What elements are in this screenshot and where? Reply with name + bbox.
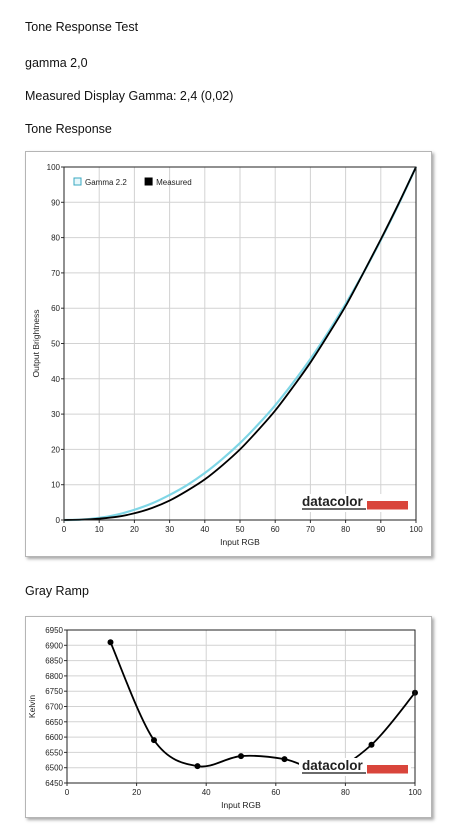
x-tick-label: 80 — [341, 788, 350, 797]
y-tick-label: 20 — [51, 445, 60, 454]
x-tick-label: 30 — [165, 525, 174, 534]
tone-response-svg: 0 10 20 30 40 50 60 70 80 90 100 0 10 20 30 40 50 60 70 80 9… — [31, 163, 423, 547]
y-tick-label: 6500 — [45, 764, 63, 773]
x-tick-label: 100 — [408, 788, 422, 797]
gray-ramp-chart: 0 20 40 60 80 100 6450 6500 6550 6600 6650 6700 6750… — [25, 616, 432, 818]
data-point — [107, 639, 114, 646]
x-tick-label: 20 — [130, 525, 139, 534]
x-tick-label: 0 — [62, 525, 67, 534]
x-tick-label: 100 — [409, 525, 423, 534]
x-tick-label: 40 — [200, 525, 209, 534]
y-tick-label: 6550 — [45, 748, 63, 757]
legend-swatch-1 — [73, 177, 82, 186]
gray-ramp-svg: 0 20 40 60 80 100 6450 6500 6550 6600 6650 6700 6750… — [27, 626, 422, 810]
y-tick-label: 70 — [51, 269, 60, 278]
plot-area-border — [66, 629, 416, 784]
data-point — [238, 753, 244, 760]
x-tick-label: 40 — [202, 788, 211, 797]
x-axis-label: Input RGB — [221, 800, 261, 810]
legend-label-2: Measured — [156, 178, 192, 187]
y-tick-label: 6800 — [45, 672, 63, 681]
gray-ramp-heading: Gray Ramp — [25, 584, 89, 598]
x-tick-label: 60 — [271, 788, 280, 797]
y-tick-label: 30 — [51, 410, 60, 419]
y-tick-label: 100 — [47, 163, 61, 172]
series-line-2 — [63, 166, 417, 521]
data-point — [281, 756, 288, 763]
y-tick-label: 60 — [51, 304, 60, 313]
x-tick-label: 50 — [236, 525, 245, 534]
y-tick-label: 10 — [51, 481, 60, 490]
y-tick-label: 0 — [56, 516, 61, 525]
x-axis-label: Input RGB — [220, 537, 260, 547]
tone-response-heading: Tone Response — [25, 122, 112, 136]
y-tick-label: 6950 — [45, 626, 63, 635]
x-tick-label: 0 — [65, 788, 70, 797]
y-tick-label: 90 — [51, 198, 60, 207]
logo-red-bar — [367, 501, 408, 510]
gamma-setting-text: gamma 2,0 — [25, 56, 88, 70]
x-tick-label: 80 — [341, 525, 350, 534]
y-axis-label: Output Brightness — [31, 309, 41, 377]
datacolor-logo-text: datacolor — [302, 758, 364, 773]
x-tick-label: 90 — [376, 525, 385, 534]
y-tick-label: 6850 — [45, 657, 63, 666]
y-tick-label: 80 — [51, 234, 60, 243]
page-title: Tone Response Test — [25, 20, 139, 34]
legend-label-1: Gamma 2.2 — [85, 178, 127, 187]
y-tick-label: 40 — [51, 375, 60, 384]
plot-area-border — [63, 166, 417, 521]
x-tick-label: 10 — [95, 525, 104, 534]
y-tick-label: 6700 — [45, 703, 63, 712]
y-tick-label: 6450 — [45, 779, 63, 788]
x-tick-label: 20 — [132, 788, 141, 797]
data-point — [151, 737, 157, 744]
data-point — [194, 763, 201, 770]
logo-red-bar — [367, 765, 408, 774]
x-tick-label: 70 — [306, 525, 315, 534]
y-axis-label: Kelvin — [27, 695, 37, 718]
data-point — [368, 741, 375, 748]
tone-response-chart: 0 10 20 30 40 50 60 70 80 90 100 0 10 20 30 40 50 60 70 80 9… — [25, 151, 432, 557]
y-tick-label: 6600 — [45, 733, 63, 742]
x-tick-label: 60 — [271, 525, 280, 534]
y-tick-label: 6650 — [45, 718, 63, 727]
measured-gamma-text: Measured Display Gamma: 2,4 (0,02) — [25, 89, 234, 103]
y-tick-label: 6750 — [45, 687, 63, 696]
y-tick-label: 6900 — [45, 641, 63, 650]
datacolor-logo-text: datacolor — [302, 494, 364, 509]
legend-swatch-2 — [144, 177, 153, 186]
y-tick-label: 50 — [51, 340, 60, 349]
